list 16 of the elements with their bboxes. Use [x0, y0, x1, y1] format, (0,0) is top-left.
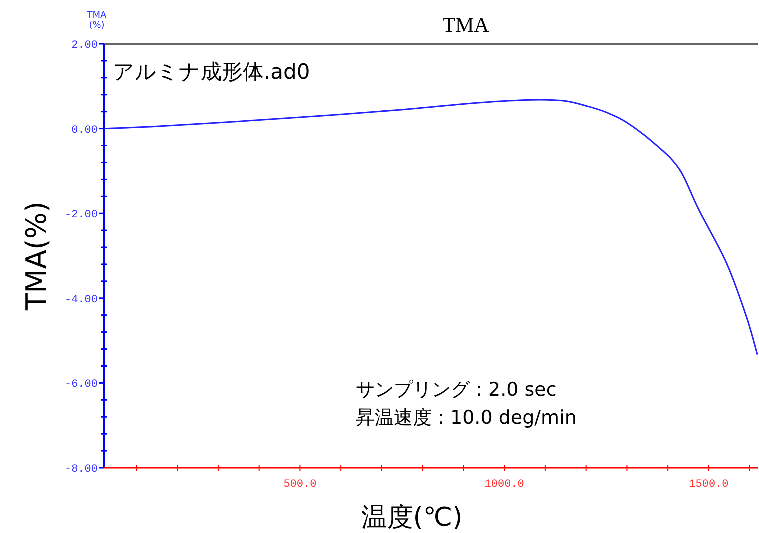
- y-tick-label: 0.00: [72, 124, 98, 137]
- y-tick-label: -8.00: [64, 464, 98, 476]
- y-axis-title: TMA(%): [20, 202, 53, 312]
- y-tick-label: 2.00: [72, 40, 98, 52]
- text: TMA (%): [86, 11, 108, 31]
- annotation: サンプリング : 2.0 sec: [356, 379, 557, 401]
- x-axis-title: 温度(℃): [361, 503, 463, 533]
- x-tick-label: 1500.0: [689, 479, 729, 491]
- annotation: アルミナ成形体.ad0: [113, 60, 310, 84]
- chart-title: TMA: [442, 13, 490, 37]
- x-tick-label: 500.0: [284, 479, 317, 491]
- annotation: 昇温速度 : 10.0 deg/min: [356, 407, 577, 429]
- y-tick-label: -6.00: [64, 379, 98, 392]
- y-tick-label: -2.00: [64, 210, 98, 222]
- x-tick-label: 1000.0: [484, 479, 524, 491]
- y-tick-label: -4.00: [64, 294, 98, 306]
